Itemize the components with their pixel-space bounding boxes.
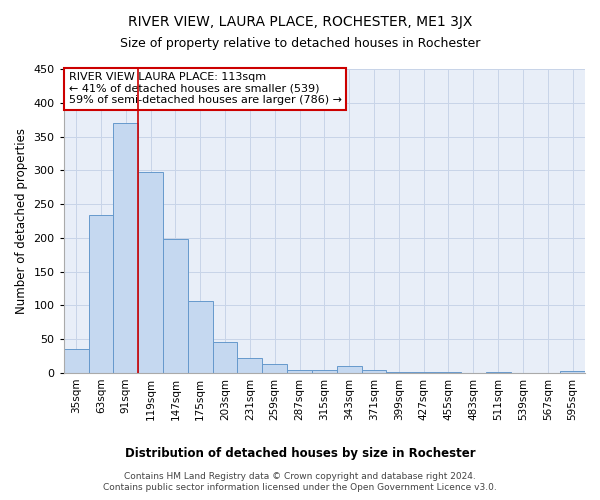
Bar xyxy=(486,372,511,373)
Text: RIVER VIEW LAURA PLACE: 113sqm
← 41% of detached houses are smaller (539)
59% of: RIVER VIEW LAURA PLACE: 113sqm ← 41% of … xyxy=(69,72,342,105)
Bar xyxy=(362,370,386,373)
Bar xyxy=(262,364,287,373)
Bar xyxy=(560,371,585,373)
Text: Distribution of detached houses by size in Rochester: Distribution of detached houses by size … xyxy=(125,448,475,460)
Text: Contains HM Land Registry data © Crown copyright and database right 2024.: Contains HM Land Registry data © Crown c… xyxy=(124,472,476,481)
Bar xyxy=(411,372,436,373)
Bar xyxy=(287,370,312,373)
Bar xyxy=(312,370,337,373)
Bar xyxy=(436,372,461,373)
Text: Size of property relative to detached houses in Rochester: Size of property relative to detached ho… xyxy=(120,38,480,51)
Text: Contains public sector information licensed under the Open Government Licence v3: Contains public sector information licen… xyxy=(103,483,497,492)
Bar xyxy=(64,350,89,373)
Bar xyxy=(89,215,113,373)
Bar xyxy=(212,342,238,373)
Bar xyxy=(163,239,188,373)
Text: RIVER VIEW, LAURA PLACE, ROCHESTER, ME1 3JX: RIVER VIEW, LAURA PLACE, ROCHESTER, ME1 … xyxy=(128,15,472,29)
Bar xyxy=(113,123,138,373)
Y-axis label: Number of detached properties: Number of detached properties xyxy=(15,128,28,314)
Bar xyxy=(138,172,163,373)
Bar xyxy=(188,302,212,373)
Bar xyxy=(238,358,262,373)
Bar xyxy=(337,366,362,373)
Bar xyxy=(386,372,411,373)
